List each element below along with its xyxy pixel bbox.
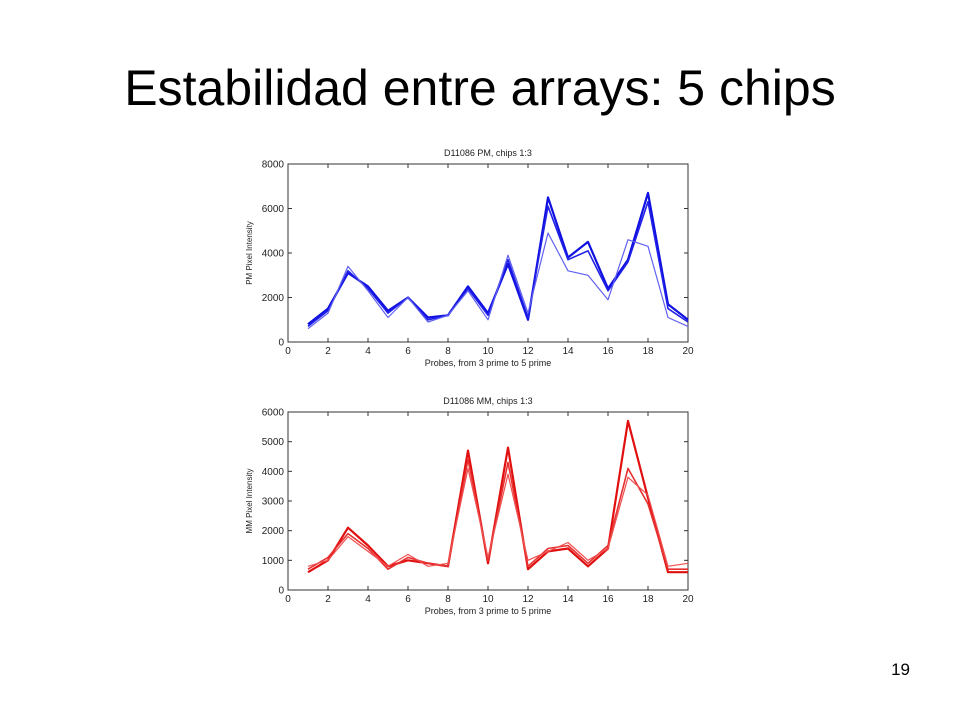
x-tick-label: 8 <box>445 594 451 605</box>
slide-title: Estabilidad entre arrays: 5 chips <box>124 60 836 116</box>
y-tick-label: 0 <box>278 586 284 597</box>
pm-intensity-chart: D11086 PM, chips 1:3 0 2 4 6 8 10 12 14 16 18 20 0 20… <box>245 148 694 368</box>
x-tick-label: 6 <box>405 346 411 357</box>
x-tick-label: 12 <box>522 594 534 605</box>
x-tick-label: 12 <box>522 346 534 357</box>
x-tick-label: 10 <box>482 594 494 605</box>
x-tick-label: 14 <box>562 594 574 605</box>
x-tick-label: 14 <box>562 346 574 357</box>
slide-number: 19 <box>891 660 910 679</box>
x-tick-label: 16 <box>602 594 614 605</box>
x-tick-label: 20 <box>682 594 694 605</box>
x-tick-label: 0 <box>285 346 291 357</box>
x-tick-label: 18 <box>642 346 654 357</box>
x-tick-label: 20 <box>682 346 694 357</box>
x-tick-label: 2 <box>325 594 331 605</box>
x-tick-label: 10 <box>482 346 494 357</box>
y-tick-label: 8000 <box>262 160 285 171</box>
series-line-2 <box>307 458 688 570</box>
y-tick-label: 1000 <box>262 556 285 567</box>
x-tick-label: 2 <box>325 346 331 357</box>
y-tick-label: 3000 <box>262 497 285 508</box>
series-line-3 <box>307 232 689 330</box>
y-tick-label: 0 <box>278 338 284 349</box>
y-tick-label: 6000 <box>262 408 285 419</box>
y-tick-label: 4000 <box>262 467 285 478</box>
x-axis-label: Probes, from 3 prime to 5 prime <box>425 358 552 368</box>
y-tick-label: 4000 <box>262 249 285 260</box>
y-axis-label: PM Pixel Intensity <box>245 221 254 285</box>
y-tick-label: 2000 <box>262 526 285 537</box>
y-tick-label: 5000 <box>262 437 285 448</box>
series-line-3 <box>307 467 689 567</box>
x-tick-label: 16 <box>602 346 614 357</box>
series-line-1 <box>307 419 688 574</box>
y-axis-label: MM Pixel Intensity <box>245 469 254 534</box>
x-tick-label: 8 <box>445 346 451 357</box>
y-tick-label: 2000 <box>262 293 285 304</box>
x-tick-label: 6 <box>405 594 411 605</box>
x-tick-label: 18 <box>642 594 654 605</box>
x-tick-label: 4 <box>365 594 371 605</box>
x-tick-label: 0 <box>285 594 291 605</box>
chart-title: D11086 MM, chips 1:3 <box>443 396 532 406</box>
x-axis-label: Probes, from 3 prime to 5 prime <box>425 606 552 616</box>
mm-intensity-chart: D11086 MM, chips 1:3 0 2 4 6 8 10 12 14 16 18 20 0 10… <box>245 396 694 616</box>
y-tick-label: 6000 <box>262 204 285 215</box>
x-tick-label: 4 <box>365 346 371 357</box>
chart-title: D11086 PM, chips 1:3 <box>444 148 532 158</box>
